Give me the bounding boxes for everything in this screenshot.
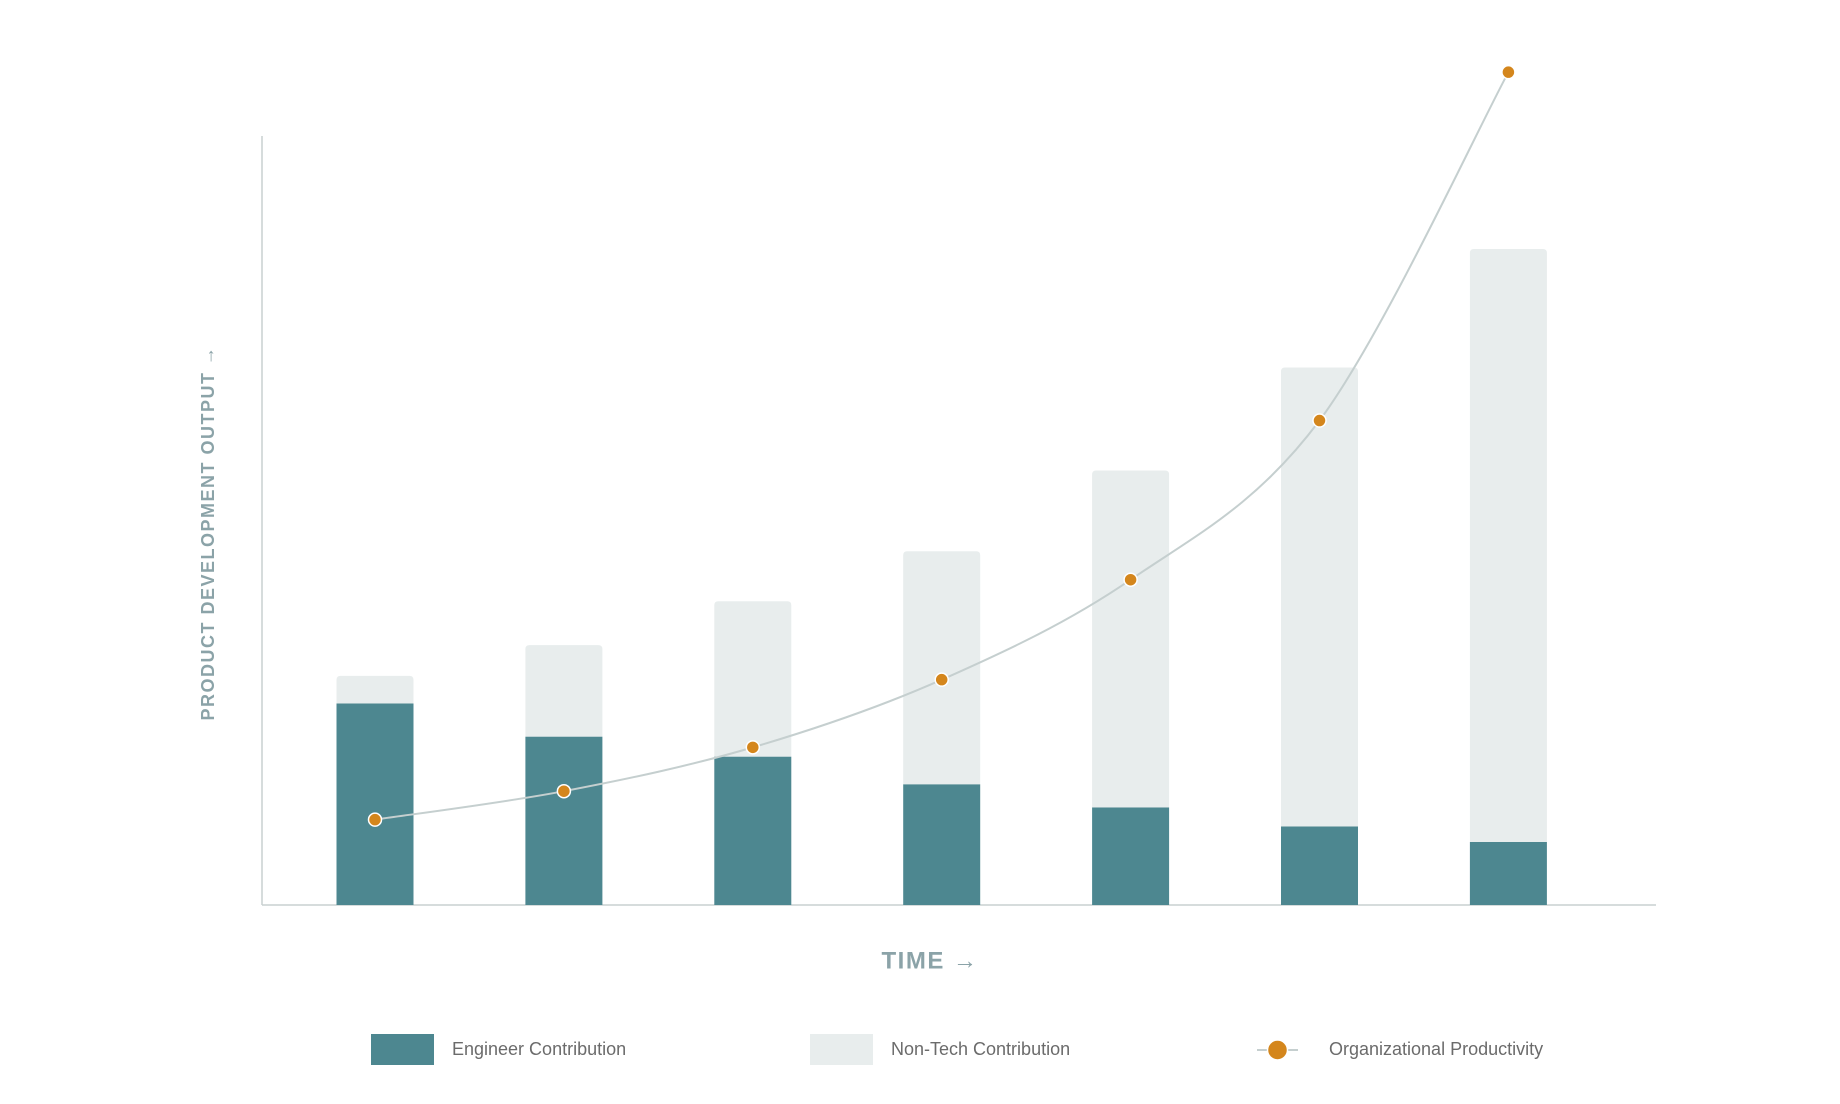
legend-swatch	[810, 1034, 873, 1065]
bar-segment	[714, 756, 792, 905]
line-point	[1312, 413, 1327, 428]
line	[374, 71, 1510, 821]
bar-segment	[903, 551, 981, 785]
legend-swatch	[371, 1034, 434, 1065]
bar-segment	[1092, 807, 1170, 905]
bar-segment	[903, 784, 981, 905]
legend: Engineer Contribution Non-Tech Contributi…	[371, 1034, 1543, 1065]
bar-segment	[714, 601, 792, 757]
bar-segment	[525, 645, 603, 737]
bar-segment	[1469, 249, 1547, 842]
line-point	[1501, 64, 1516, 80]
bar-segment	[525, 736, 603, 905]
bar-segment	[1469, 841, 1547, 905]
bar-segment	[1281, 826, 1358, 905]
x-axis-title: TIME →	[882, 947, 979, 974]
bar-segment	[336, 675, 414, 704]
line-point	[745, 740, 761, 755]
bar-segment	[336, 703, 414, 905]
legend-label: Non-Tech Contribution	[891, 1039, 1070, 1059]
bars	[336, 249, 1547, 905]
bar-segment	[1092, 470, 1170, 808]
y-axis-title: PRODUCT DEVELOPMENT OUTPUT →	[198, 345, 218, 720]
legend-marker	[1266, 1039, 1289, 1061]
line-point	[934, 672, 949, 687]
legend-label: Organizational Productivity	[1329, 1039, 1543, 1059]
line-point	[1123, 572, 1138, 587]
lines	[367, 64, 1516, 827]
line-point	[367, 812, 383, 827]
line-point	[556, 783, 572, 799]
bar-segment	[1281, 367, 1358, 827]
legend-label: Engineer Contribution	[452, 1039, 626, 1059]
